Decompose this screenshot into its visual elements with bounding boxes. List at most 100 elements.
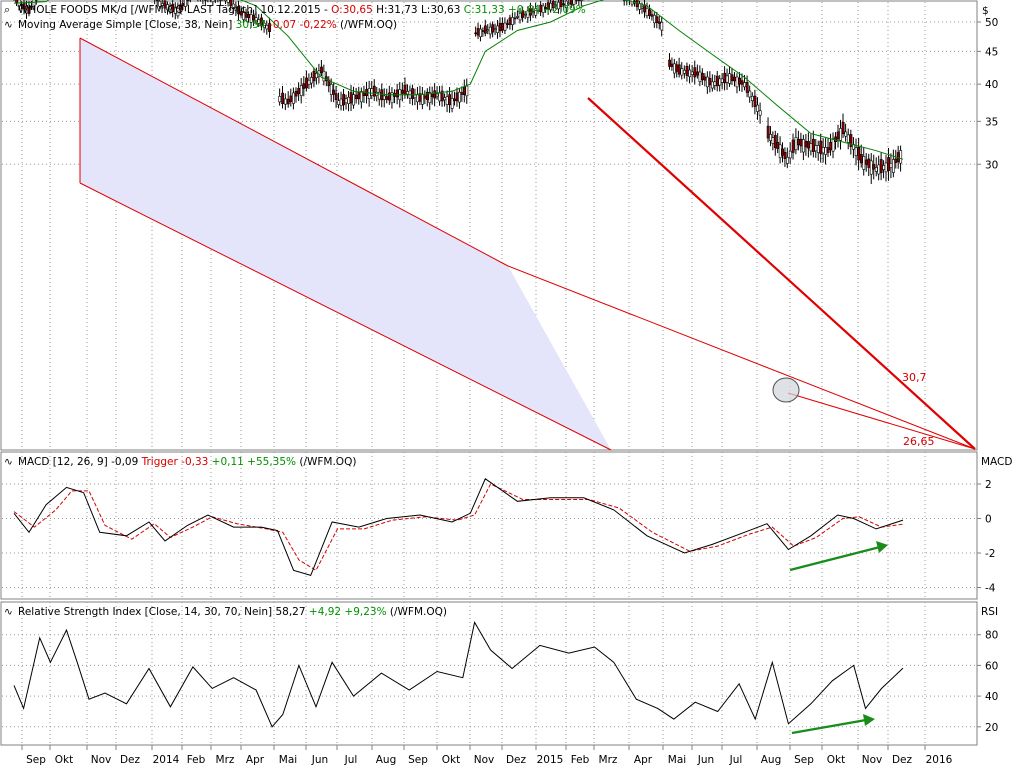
rsi-toggle-icon[interactable]: ∿	[4, 606, 13, 618]
candle	[303, 76, 305, 96]
time-tick-label: 2014	[153, 754, 180, 766]
candle	[434, 83, 436, 106]
candle	[441, 86, 443, 107]
macd-header: MACD [12, 26, 9] -0,09 Trigger -0,33 +0,…	[18, 456, 356, 468]
rsi-header: Relative Strength Index [Close, 14, 30, …	[18, 606, 447, 618]
candle	[837, 125, 839, 148]
candle	[444, 94, 446, 107]
candle	[451, 90, 453, 112]
candle	[807, 132, 809, 157]
candle	[756, 97, 758, 120]
candle	[300, 78, 302, 103]
candle	[644, 0, 646, 18]
candle	[323, 65, 325, 86]
time-tick-label: Dez	[120, 754, 141, 766]
candle	[779, 136, 781, 163]
candle	[368, 81, 370, 107]
candle	[759, 103, 761, 124]
candle	[456, 87, 458, 106]
time-tick-label: Feb	[571, 754, 590, 766]
candle	[724, 66, 726, 90]
time-tick-label: Nov	[474, 754, 495, 766]
candle	[338, 93, 340, 109]
macd-toggle-icon[interactable]: ∿	[4, 456, 13, 468]
candle	[458, 88, 460, 109]
price-tick-label: 30	[985, 159, 998, 171]
candle	[686, 63, 688, 82]
candle	[348, 91, 350, 111]
candle	[726, 69, 728, 90]
macd-axis-title: MACD	[981, 456, 1012, 468]
candle	[817, 141, 819, 161]
time-tick-label: Jul	[729, 754, 743, 766]
candle	[895, 150, 897, 169]
price-tick-label: 35	[985, 116, 998, 128]
macd-line	[14, 479, 903, 576]
symbol-icon[interactable]: ⌕	[4, 3, 10, 16]
candle	[754, 90, 756, 114]
candle	[386, 89, 388, 104]
time-tick-label: Dez	[892, 754, 913, 766]
candle	[880, 153, 882, 181]
candle	[892, 150, 894, 178]
candle	[404, 77, 406, 98]
candle	[669, 53, 671, 70]
candle	[358, 87, 360, 105]
time-tick-label: Aug	[376, 754, 397, 766]
time-tick-label: 2016	[926, 754, 953, 766]
candle	[847, 129, 849, 150]
candle	[875, 157, 877, 176]
macd-divergence-arrow	[790, 541, 888, 570]
time-tick-label: Jun	[697, 754, 714, 766]
candle	[772, 131, 774, 150]
time-tick-label: Aug	[761, 754, 782, 766]
candle	[845, 124, 847, 142]
candle	[482, 27, 484, 36]
candle	[870, 153, 872, 184]
time-tick-label: Okt	[827, 754, 845, 766]
candle	[716, 71, 718, 91]
candle	[499, 17, 501, 37]
time-tick-label: Nov	[862, 754, 883, 766]
candle	[873, 155, 875, 180]
time-tick-label: Dez	[506, 754, 527, 766]
candle	[421, 87, 423, 109]
price-tick-label: 55	[985, 0, 998, 2]
candle	[832, 132, 834, 158]
candle	[298, 82, 300, 101]
ma-header: Moving Average Simple [Close, 38, Nein] …	[18, 19, 397, 31]
candle	[383, 88, 385, 107]
candle	[671, 58, 673, 71]
candle	[653, 12, 655, 28]
candle	[335, 86, 337, 108]
candle	[639, 1, 641, 15]
ma-toggle-icon[interactable]: ∿	[4, 19, 13, 31]
candle	[651, 11, 653, 21]
candle	[646, 3, 648, 19]
candle	[401, 83, 403, 102]
candle	[885, 155, 887, 182]
time-tick-label: Okt	[442, 754, 460, 766]
candle	[704, 73, 706, 86]
candle	[883, 160, 885, 178]
candle	[815, 139, 817, 158]
candle	[439, 86, 441, 106]
rsi-panel-frame	[1, 602, 977, 745]
time-tick-label: Feb	[187, 754, 206, 766]
candle	[830, 134, 832, 156]
candle	[792, 134, 794, 160]
candle	[714, 75, 716, 90]
time-tick-label: Sep	[26, 754, 46, 766]
rsi-line	[14, 622, 903, 726]
candle	[661, 16, 663, 36]
currency-label: $	[982, 5, 989, 17]
candle	[767, 117, 769, 142]
candle	[461, 86, 463, 101]
price-tick-label: 45	[985, 46, 998, 58]
candle	[855, 139, 857, 166]
price-tick-label: 50	[985, 17, 998, 29]
time-tick-label: 2015	[537, 754, 564, 766]
candle	[868, 154, 870, 176]
candle	[736, 73, 738, 93]
